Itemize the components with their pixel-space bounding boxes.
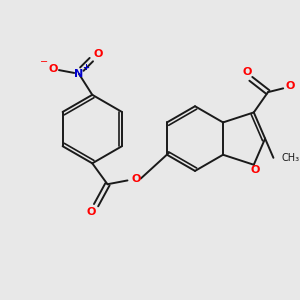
Text: O: O <box>250 166 260 176</box>
Text: CH₃: CH₃ <box>282 153 300 163</box>
Text: O: O <box>87 207 96 217</box>
Text: O: O <box>131 173 141 184</box>
Text: O: O <box>285 82 295 92</box>
Text: O: O <box>93 49 103 59</box>
Text: O: O <box>49 64 58 74</box>
Text: −: − <box>40 58 48 68</box>
Text: O: O <box>242 67 252 77</box>
Text: +: + <box>82 63 89 72</box>
Text: N: N <box>74 69 84 79</box>
